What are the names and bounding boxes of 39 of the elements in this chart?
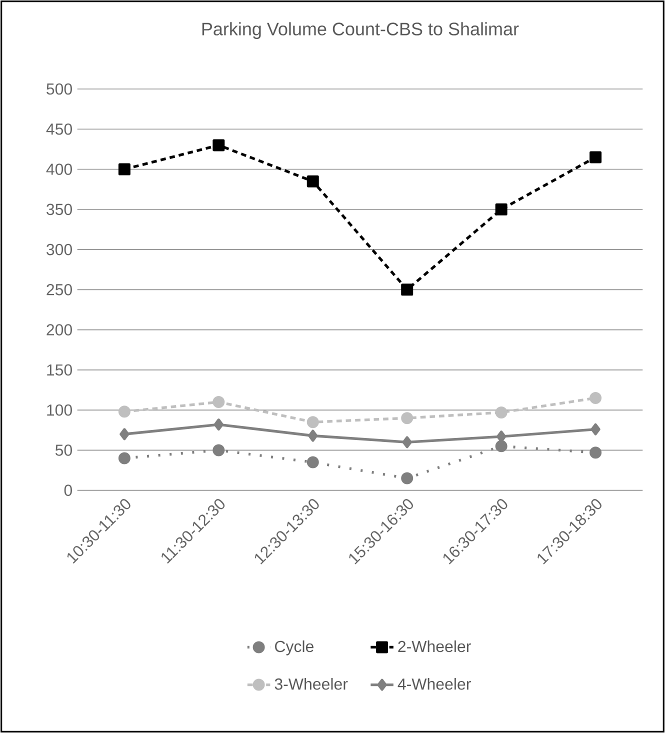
point [495,406,508,418]
point [118,163,130,176]
y-tick-label: 200 [46,324,72,336]
point [590,392,602,404]
point [306,175,319,188]
point [590,151,602,164]
legend-label: 3-Wheeler [274,678,348,690]
point [306,456,319,468]
point [118,452,130,464]
point [212,139,225,152]
point [401,472,414,484]
y-tick-label: 350 [46,204,72,216]
y-tick-label: 150 [47,364,72,376]
point [590,446,602,459]
point [402,436,412,448]
point [308,430,318,442]
y-tick-label: 300 [46,244,72,256]
point [590,423,600,436]
y-tick-label: 100 [47,404,72,416]
point [118,406,130,418]
point [306,416,319,428]
y-tick-label: 400 [46,164,72,175]
y-tick-label: 500 [46,83,72,95]
legend-label: Cycle [275,640,314,656]
point [401,412,414,424]
y-tick-label: 0 [64,484,72,496]
y-tick-label: 450 [46,123,72,135]
point [120,428,130,440]
point [212,396,225,408]
point [212,444,225,456]
point [214,418,224,431]
chart-title: Parking Volume Count-CBS to Shalimar [202,22,519,39]
y-tick-label: 50 [55,444,72,456]
y-tick-label: 250 [46,284,72,296]
point [495,203,508,216]
point [495,440,508,452]
legend-label: 4-Wheeler [398,678,471,690]
legend-label: 2-Wheeler [398,640,471,652]
point [401,284,414,296]
